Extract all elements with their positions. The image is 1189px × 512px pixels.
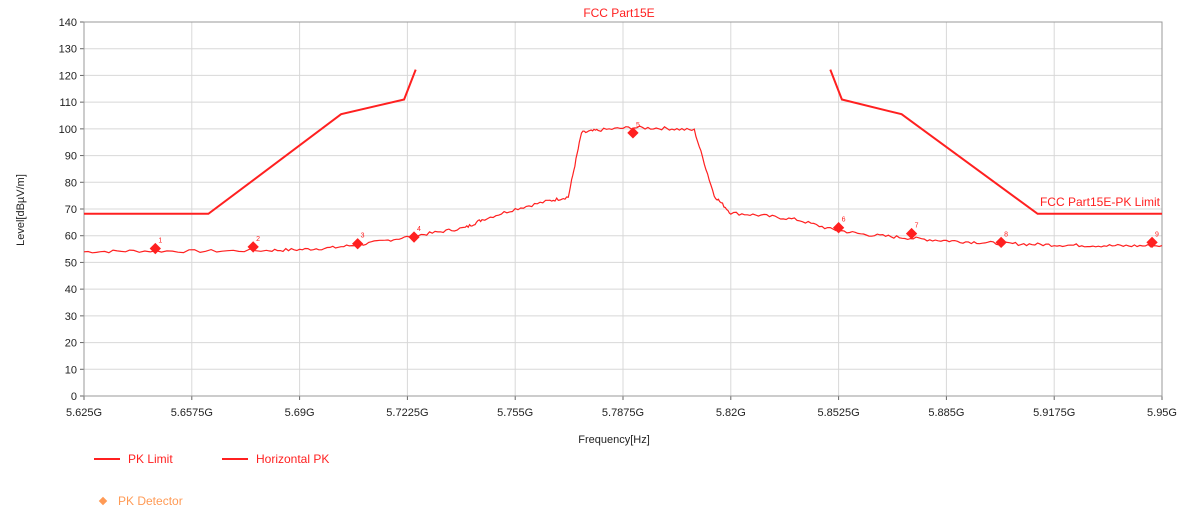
y-axis-ticks: 0 10 20 30 40 50 60 70 80 90 100 110 120 130 140 [59,17,84,403]
pk-detector-point [149,242,161,255]
pk-detector-point [408,231,420,243]
y-tick-label: 100 [59,124,77,136]
pk-detector-point [351,238,364,250]
y-tick-label: 90 [65,151,77,163]
y-tick-label: 20 [65,338,77,350]
legend-line-swatch [94,458,120,460]
pk-detector-label: 3 [361,233,365,240]
y-tick-label: 10 [65,364,77,376]
chart-title: FCC Part15E [583,6,654,20]
x-tick-label: 5.6575G [171,407,213,419]
x-axis-ticks: 5.625G 5.6575G 5.69G 5.7225G 5.755G 5.7875G 5.… [66,396,1177,419]
y-tick-label: 110 [59,97,77,109]
pk-detector-label: 5 [636,122,640,129]
plot-frame [83,21,1163,397]
x-tick-label: 5.7225G [386,407,428,419]
x-tick-label: 5.9175G [1033,407,1075,419]
legend-label: PK Detector [118,494,183,508]
legend-item-pk-detector: PK Detector [94,494,183,508]
pk-limit-line [84,69,417,215]
series-layer [83,69,1163,254]
y-tick-label: 0 [71,391,77,403]
x-tick-label: 5.82G [716,407,746,419]
y-tick-label: 60 [65,231,77,243]
pk-detector-point [995,236,1007,249]
grid [83,21,1163,397]
horizontal-pk-line [83,125,1163,254]
y-tick-label: 70 [65,204,77,216]
x-tick-label: 5.95G [1147,407,1177,419]
x-tick-label: 5.69G [285,407,315,419]
y-tick-label: 40 [65,284,77,296]
diamond-marker-icon [98,496,108,506]
legend-item-horizontal-pk: Horizontal PK [222,452,329,466]
legend-item-pk-limit: PK Limit [94,452,173,466]
x-tick-label: 5.7875G [602,407,644,419]
pk-detector-label: 2 [256,236,260,243]
x-tick-label: 5.8525G [817,407,859,419]
y-tick-label: 30 [65,311,77,323]
y-tick-label: 80 [65,177,77,189]
pk-detector-label: 8 [1004,231,1008,238]
legend-label: Horizontal PK [256,452,330,466]
marker-layer: 1 2 3 4 5 6 7 8 9 [149,122,1159,255]
legend-label: PK Limit [128,452,173,466]
pk-detector-point [627,127,639,139]
y-axis-label: Level[dBµV/m] [15,174,27,246]
pk-detector-label: 1 [158,238,162,245]
pk-detector-point [905,227,918,240]
pk-detector-label: 4 [417,226,421,233]
pk-detector-point [832,222,845,234]
pk-detector-point [1146,236,1158,249]
x-axis-label: Frequency[Hz] [578,434,650,446]
x-tick-label: 5.625G [66,407,102,419]
legend-line-swatch [222,458,248,460]
pk-detector-label: 7 [915,223,919,230]
y-tick-label: 120 [59,70,77,82]
pk-detector-point [247,241,259,253]
y-tick-label: 50 [65,257,77,269]
pk-detector-label: 6 [842,217,846,224]
y-tick-label: 130 [59,44,77,56]
y-tick-label: 140 [59,17,77,29]
limit-annotation: FCC Part15E-PK Limit [1040,195,1161,209]
pk-limit-line [829,69,1162,215]
pk-detector-label: 9 [1155,231,1159,238]
x-tick-label: 5.885G [928,407,964,419]
x-tick-label: 5.755G [497,407,533,419]
